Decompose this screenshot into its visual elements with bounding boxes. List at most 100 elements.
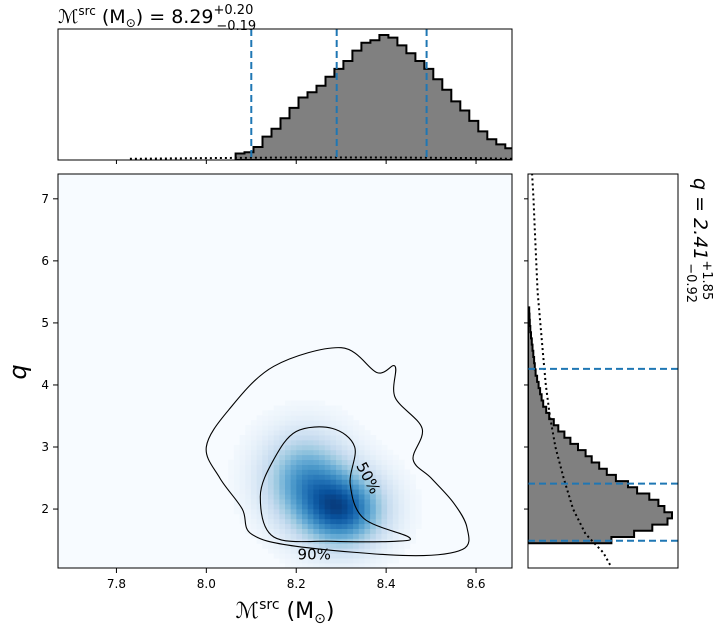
y-tick-label: 7 bbox=[41, 192, 49, 206]
density-cell bbox=[353, 499, 360, 505]
density-cell bbox=[279, 410, 286, 416]
density-cell bbox=[279, 513, 286, 520]
density-cell bbox=[262, 415, 269, 421]
density-cell bbox=[319, 459, 326, 465]
density-cell bbox=[364, 548, 371, 554]
density-cell bbox=[267, 444, 275, 451]
density-cell bbox=[313, 489, 320, 495]
density-cell bbox=[307, 444, 314, 451]
density-cell bbox=[324, 479, 331, 485]
density-cell bbox=[290, 533, 297, 539]
density-cell bbox=[381, 553, 388, 559]
density-cell bbox=[273, 449, 280, 456]
density-cell bbox=[341, 558, 348, 564]
density-cell bbox=[341, 528, 348, 534]
density-cell bbox=[273, 439, 280, 446]
density-cell bbox=[336, 553, 343, 559]
density-cell bbox=[392, 494, 399, 500]
density-cell bbox=[285, 449, 292, 456]
density-cell bbox=[307, 528, 314, 534]
density-cell bbox=[336, 499, 343, 505]
density-cell bbox=[307, 410, 314, 416]
density-cell bbox=[296, 558, 303, 564]
density-cell bbox=[250, 454, 258, 461]
x-tick-label: 8.2 bbox=[287, 577, 306, 591]
density-cell bbox=[347, 563, 354, 568]
q-title: q = 2.41+1.85−0.92 bbox=[683, 178, 714, 303]
density-cell bbox=[398, 503, 405, 510]
density-cell bbox=[353, 518, 360, 525]
density-cell bbox=[341, 454, 348, 461]
density-cell bbox=[353, 459, 360, 465]
density-cell bbox=[239, 454, 246, 461]
density-cell bbox=[307, 494, 314, 500]
density-cell bbox=[341, 553, 348, 559]
density-cell bbox=[290, 474, 297, 480]
density-cell bbox=[313, 523, 320, 529]
density-cell bbox=[358, 449, 365, 456]
density-cell bbox=[358, 523, 365, 529]
density-cell bbox=[330, 420, 337, 426]
density-cell bbox=[302, 459, 309, 465]
density-cell bbox=[409, 484, 416, 490]
density-cell bbox=[358, 563, 365, 568]
density-cell bbox=[330, 558, 337, 564]
density-cell bbox=[324, 494, 331, 500]
density-cell bbox=[330, 563, 337, 568]
density-cell bbox=[347, 489, 354, 495]
density-cell bbox=[392, 479, 399, 485]
density-cell bbox=[330, 464, 337, 470]
density-cell bbox=[353, 533, 360, 539]
density-cell bbox=[364, 489, 371, 495]
density-cell bbox=[330, 425, 337, 431]
density-cell bbox=[358, 484, 365, 490]
density-cell bbox=[302, 469, 309, 475]
density-cell bbox=[296, 484, 303, 490]
density-cell bbox=[381, 489, 388, 495]
density-cell bbox=[330, 479, 337, 485]
density-cell bbox=[296, 405, 303, 411]
density-cell bbox=[313, 508, 320, 515]
density-cell bbox=[285, 533, 292, 539]
density-cell bbox=[296, 543, 303, 549]
density-cell bbox=[279, 484, 286, 490]
density-cell bbox=[290, 563, 297, 568]
density-cell bbox=[336, 518, 343, 525]
density-cell bbox=[319, 548, 326, 554]
density-cell bbox=[307, 415, 314, 421]
density-cell bbox=[375, 538, 382, 544]
density-cell bbox=[319, 513, 326, 520]
density-cell bbox=[404, 523, 411, 529]
density-cell bbox=[398, 533, 405, 539]
density-cell bbox=[279, 479, 286, 485]
density-cell bbox=[381, 464, 388, 470]
density-cell bbox=[330, 494, 337, 500]
density-cell bbox=[302, 400, 309, 406]
density-cell bbox=[302, 464, 309, 470]
density-cell bbox=[245, 489, 252, 495]
density-cell bbox=[256, 538, 263, 544]
density-cell bbox=[245, 494, 252, 500]
density-cell bbox=[313, 503, 320, 510]
density-cell bbox=[250, 518, 258, 525]
density-cell bbox=[267, 430, 275, 436]
density-cell bbox=[370, 563, 377, 568]
density-cell bbox=[273, 425, 280, 431]
density-cell bbox=[358, 503, 365, 510]
density-cell bbox=[370, 464, 377, 470]
density-cell bbox=[273, 474, 280, 480]
density-cell bbox=[279, 405, 286, 411]
density-cell bbox=[370, 494, 377, 500]
density-cell bbox=[245, 449, 252, 456]
density-cell bbox=[245, 513, 252, 520]
density-cell bbox=[262, 410, 269, 416]
density-cell bbox=[358, 499, 365, 505]
density-cell bbox=[319, 415, 326, 421]
density-cell bbox=[392, 474, 399, 480]
density-cell bbox=[392, 489, 399, 495]
density-cell bbox=[239, 503, 246, 510]
density-cell bbox=[250, 439, 258, 446]
density-cell bbox=[398, 518, 405, 525]
density-cell bbox=[392, 523, 399, 529]
density-cell bbox=[307, 518, 314, 525]
